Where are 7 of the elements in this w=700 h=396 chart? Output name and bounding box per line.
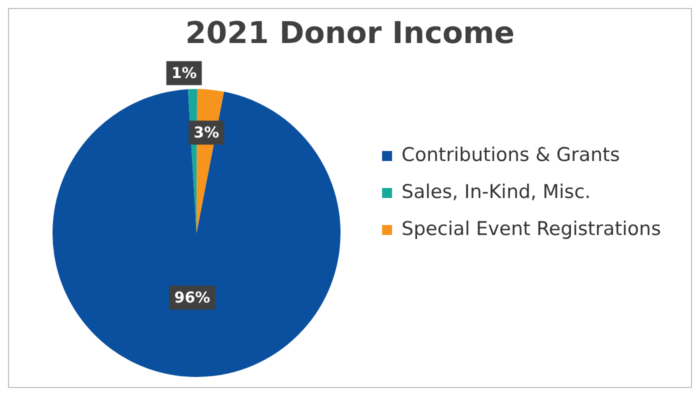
data-label: 1% (171, 64, 197, 82)
legend-label: Contributions & Grants (402, 144, 620, 166)
data-label: 3% (194, 124, 220, 142)
data-label: 96% (174, 288, 210, 307)
chart-title: 2021 Donor Income (185, 16, 515, 51)
legend-label: Sales, In-Kind, Misc. (402, 180, 591, 203)
legend-label: Special Event Registrations (402, 218, 662, 240)
